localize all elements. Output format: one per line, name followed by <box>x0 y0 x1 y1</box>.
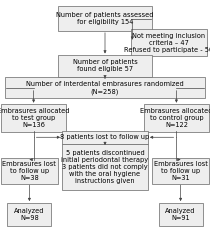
Text: Analyzed
N=91: Analyzed N=91 <box>165 208 196 221</box>
FancyBboxPatch shape <box>159 203 203 226</box>
Text: 8 patients lost to follow up: 8 patients lost to follow up <box>60 134 150 140</box>
Text: Analyzed
N=98: Analyzed N=98 <box>14 208 45 221</box>
FancyBboxPatch shape <box>131 29 207 56</box>
FancyBboxPatch shape <box>62 144 148 190</box>
Text: 5 patients discontinued
initial periodontal therapy
3 patients did not comply
wi: 5 patients discontinued initial periodon… <box>62 150 148 184</box>
FancyBboxPatch shape <box>1 158 58 184</box>
FancyBboxPatch shape <box>58 6 152 31</box>
Text: Embrasures lost
to follow up
N=31: Embrasures lost to follow up N=31 <box>154 161 207 181</box>
Text: Embrasures lost
to follow up
N=38: Embrasures lost to follow up N=38 <box>3 161 56 181</box>
FancyBboxPatch shape <box>7 203 51 226</box>
FancyBboxPatch shape <box>144 104 209 132</box>
FancyBboxPatch shape <box>1 104 66 132</box>
FancyBboxPatch shape <box>5 77 205 98</box>
FancyBboxPatch shape <box>152 158 209 184</box>
FancyBboxPatch shape <box>62 131 148 144</box>
Text: Number of patients assessed
for eligibility 154: Number of patients assessed for eligibil… <box>56 12 154 25</box>
Text: Embrasures allocated
to test group
N=136: Embrasures allocated to test group N=136 <box>0 108 70 128</box>
Text: Number of patients
found eligible 57: Number of patients found eligible 57 <box>73 60 137 72</box>
Text: Not meeting inclusion
criteria – 47
Refused to participate - 50: Not meeting inclusion criteria – 47 Refu… <box>124 33 210 53</box>
Text: Number of interdental embrasures randomized
(N=258): Number of interdental embrasures randomi… <box>26 81 184 95</box>
Text: Embrasures allocated
to control group
N=122: Embrasures allocated to control group N=… <box>140 108 210 128</box>
FancyBboxPatch shape <box>58 55 152 77</box>
